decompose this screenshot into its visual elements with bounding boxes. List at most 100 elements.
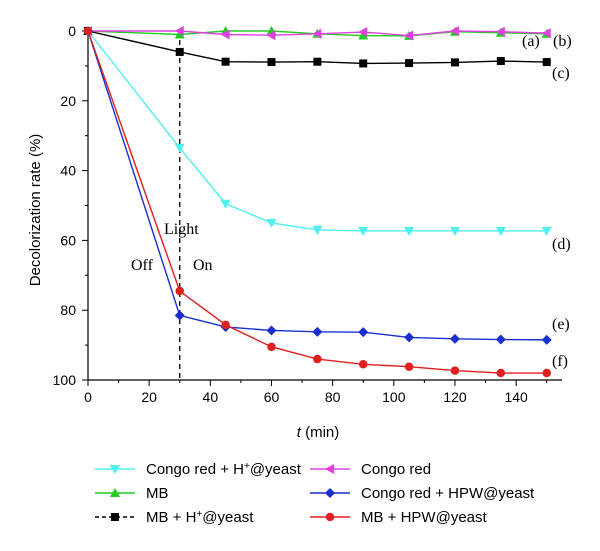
x-tick-label: 100 [382, 389, 406, 405]
series-point [450, 366, 460, 375]
series-point [175, 47, 184, 56]
y-tick-label: 0 [68, 23, 76, 39]
x-tick-label: 120 [443, 389, 467, 405]
series-point [83, 26, 93, 36]
series-point [174, 29, 185, 39]
x-tick-label: 60 [264, 389, 280, 405]
series-mb-hpw-yeast: (f) [83, 26, 568, 378]
x-tick-label: 40 [203, 389, 219, 405]
y-axis-title: Decolorization rate (%) [27, 134, 44, 287]
series-congo-red: (a) [83, 26, 551, 50]
series-line [87, 30, 547, 341]
series-line [87, 30, 547, 374]
series-point [495, 334, 506, 345]
series-point [313, 354, 322, 364]
series-line [88, 30, 547, 37]
series-point [312, 326, 323, 337]
legend-item-congo-red-h-yeast: Congo red + H+@yeast [95, 461, 302, 479]
series-congo-red-hpw-yeast: (e) [83, 26, 570, 345]
series-point [542, 58, 551, 67]
series-point [404, 332, 415, 343]
legend-swatch-marker [110, 465, 120, 474]
series-congo-red-h-yeast: (d) [83, 27, 571, 253]
legend: Congo red + H+@yeast MB MB + H+@yeast Congo… [95, 461, 535, 526]
x-tick-label: 140 [504, 389, 528, 405]
series-point [220, 199, 231, 209]
legend-label: MB + HPW@yeast [361, 509, 488, 526]
legend-item-mb-hpw-yeast: MB + HPW@yeast [310, 509, 488, 526]
y-tick-label: 100 [53, 372, 77, 388]
series-end-label: (d) [552, 236, 571, 253]
series-point [313, 57, 322, 66]
series-point [542, 368, 551, 378]
series-point [175, 286, 184, 296]
series-end-label: (b) [553, 33, 572, 50]
series-point [358, 226, 369, 236]
series-point [404, 362, 414, 371]
series-point [449, 26, 459, 36]
series-point [221, 57, 230, 66]
annotations: Light Off On [131, 221, 213, 274]
series-point [358, 360, 368, 369]
x-axis-title-unit: (min) [301, 424, 339, 441]
series-point [174, 26, 184, 36]
series-point [496, 57, 505, 66]
y-tick-label: 20 [60, 93, 76, 109]
series-point [358, 327, 369, 338]
series-point [221, 320, 230, 330]
off-annotation: Off [131, 257, 154, 274]
legend-swatch-marker [325, 488, 335, 498]
series-end-label: (c) [552, 65, 570, 82]
series-point [266, 218, 277, 228]
legend-swatch-marker [325, 464, 334, 474]
legend-swatch-marker [110, 488, 120, 497]
series-point [495, 226, 506, 236]
axes: 0 20 40 60 80 100 120 140 0 20 40 60 80 100 [53, 23, 562, 405]
x-tick-label: 0 [84, 389, 92, 405]
series-point [541, 28, 551, 39]
series-point [267, 342, 276, 352]
series-line [87, 30, 547, 65]
light-annotation: Light [164, 221, 199, 238]
legend-label: Congo red + HPW@yeast [361, 485, 535, 502]
x-tick-label: 80 [325, 389, 341, 405]
x-tick-label: 20 [141, 389, 157, 405]
series-point [312, 225, 323, 235]
series-point [541, 334, 552, 345]
series-point [404, 226, 415, 236]
y-tick-label: 80 [60, 302, 76, 318]
legend-item-mb: MB [95, 485, 169, 502]
legend-label: Congo red [361, 461, 431, 478]
series-point [267, 58, 276, 67]
series-point [266, 325, 277, 336]
legend-item-congo-red-hpw-yeast: Congo red + HPW@yeast [310, 485, 535, 502]
x-axis-title: t (min) [297, 424, 340, 441]
series-point [449, 226, 460, 236]
y-tick-label: 60 [60, 232, 76, 248]
series-point [405, 59, 414, 68]
legend-swatch-marker [325, 512, 335, 522]
series-point [541, 226, 552, 236]
y-tick-label: 40 [60, 163, 76, 179]
series-end-label: (e) [552, 316, 570, 333]
series-point [404, 30, 414, 41]
series-point [358, 30, 369, 40]
legend-swatch-marker [111, 513, 119, 521]
series-end-label: (f) [552, 353, 568, 370]
series-point [174, 143, 185, 153]
legend-label: Congo red + H+@yeast [146, 461, 302, 479]
series-point [495, 26, 505, 37]
series-point [266, 30, 276, 41]
series-point [358, 27, 368, 38]
on-annotation: On [193, 257, 213, 274]
series-point [220, 29, 230, 40]
series-point [450, 58, 459, 67]
series-line [87, 30, 547, 232]
series-point [449, 333, 460, 344]
series-end-label: (a) [522, 33, 540, 50]
series-group: (d) (b) (c) (a) (e) (f) [83, 26, 572, 378]
series-point [312, 28, 322, 39]
legend-label: MB [146, 485, 169, 502]
series-point [174, 310, 185, 321]
